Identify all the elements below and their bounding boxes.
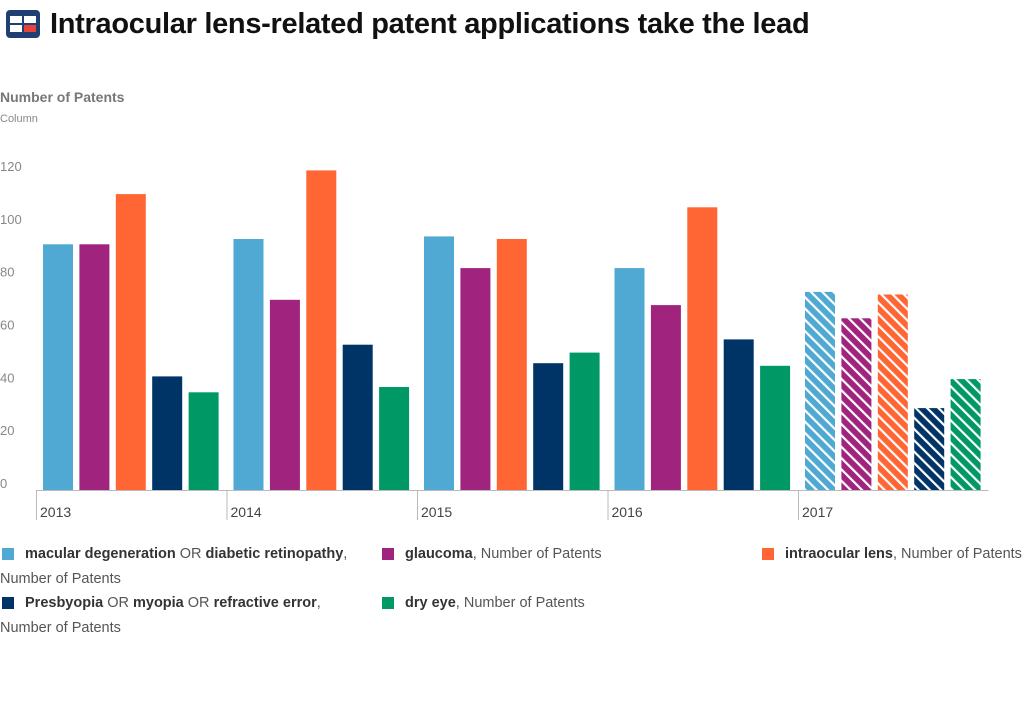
legend-swatch-macular [2,548,14,560]
legend-label: myopia [132,595,184,611]
legend-item-iol[interactable]: intraocular lens, Number of Patents [760,542,1024,567]
x-tick-label: 2013 [40,504,71,520]
y-tick-label: 100 [0,212,22,227]
bar[interactable] [342,344,373,490]
legend-label-line2: Number of Patents [0,571,121,587]
brand-logo-icon [6,10,40,38]
bar[interactable] [650,305,681,490]
bar[interactable] [496,239,527,490]
legend-label-line2: Number of Patents [0,620,121,636]
bar[interactable] [805,291,835,490]
bar[interactable] [188,392,219,490]
legend-label: refractive error [213,595,317,611]
bar[interactable] [379,387,410,490]
bar[interactable] [841,318,872,490]
x-tick-label: 2015 [421,504,452,520]
legend-swatch-glaucoma [382,548,394,560]
bar[interactable] [152,376,183,490]
bar[interactable] [79,244,110,490]
bar[interactable] [233,239,264,490]
legend-label: dry eye [405,595,456,611]
y-tick-label: 20 [0,423,14,438]
legend-swatch-iol [762,548,774,560]
y-axis-title: Number of Patents [0,89,125,105]
legend-label: Presbyopia [25,595,104,611]
x-tick-label: 2016 [612,504,643,520]
bar[interactable] [460,268,491,490]
bar[interactable] [614,268,645,490]
bar[interactable] [760,365,791,490]
y-tick-label: 40 [0,370,14,385]
legend-item-presbyopia[interactable]: Presbyopia OR myopia OR refractive error… [0,595,321,636]
bar[interactable] [723,339,754,490]
bar[interactable] [424,236,454,490]
legend-item-glaucoma[interactable]: glaucoma, Number of Patents [380,542,602,567]
bar[interactable] [269,299,300,490]
y-tick-label: 0 [0,476,7,491]
bar[interactable] [306,170,337,490]
bar[interactable] [533,363,564,490]
y-axis-subtitle: Column [0,113,38,125]
bar[interactable] [687,207,718,491]
legend-item-dryeye[interactable]: dry eye, Number of Patents [380,591,585,616]
legend-label: intraocular lens [785,546,893,562]
chart-header: Intraocular lens-related patent applicat… [6,4,810,44]
bar[interactable] [914,408,945,490]
legend-item-macular[interactable]: macular degeneration OR diabetic retinop… [0,546,348,587]
legend-label: glaucoma [405,546,473,562]
y-tick-label: 120 [0,159,22,174]
legend-swatch-dryeye [382,597,394,609]
bar[interactable] [43,244,73,490]
legend-label: macular degeneration [25,546,176,562]
x-tick-label: 2017 [802,504,833,520]
legend-swatch-presbyopia [2,597,14,609]
y-tick-label: 60 [0,318,14,333]
x-tick-label: 2014 [231,504,262,520]
y-tick-label: 80 [0,265,14,280]
bar[interactable] [115,194,146,490]
chart-title: Intraocular lens-related patent applicat… [50,7,810,40]
bar-chart: 0 20 40 60 80 100 120 2013 2014 2015 2016 2017 [0,159,989,520]
bar[interactable] [877,294,908,491]
legend: macular degeneration OR diabetic retinop… [0,542,1024,652]
legend-label: diabetic retinopathy [205,546,344,562]
bar[interactable] [569,352,600,490]
bar[interactable] [950,379,981,490]
